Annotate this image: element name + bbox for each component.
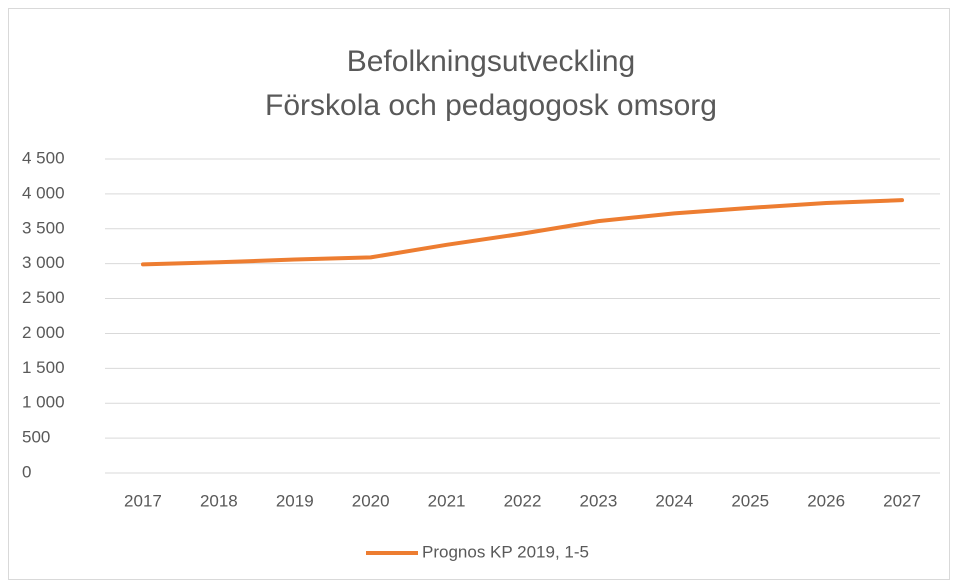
x-tick-label: 2024 (655, 491, 693, 510)
x-tick-label: 2019 (276, 491, 314, 510)
x-tick-label: 2022 (504, 491, 542, 510)
x-tick-label: 2017 (124, 491, 162, 510)
x-tick-label: 2020 (352, 491, 390, 510)
chart-border (8, 8, 950, 580)
y-tick-label: 3 000 (22, 253, 65, 272)
chart-title: Befolkningsutveckling (347, 45, 636, 78)
x-tick-label: 2025 (731, 491, 769, 510)
y-tick-label: 2 500 (22, 288, 65, 307)
y-tick-label: 4 500 (22, 148, 65, 167)
x-tick-label: 2018 (200, 491, 238, 510)
y-tick-label: 4 000 (22, 183, 65, 202)
y-tick-label: 1 500 (22, 358, 65, 377)
y-tick-label: 1 000 (22, 393, 65, 412)
x-tick-label: 2021 (428, 491, 466, 510)
y-tick-label: 500 (22, 428, 50, 447)
y-tick-label: 3 500 (22, 218, 65, 237)
y-tick-label: 0 (22, 462, 31, 481)
y-tick-label: 2 000 (22, 323, 65, 342)
chart-subtitle: Förskola och pedagogosk omsorg (265, 89, 717, 122)
x-tick-label: 2023 (579, 491, 617, 510)
x-tick-label: 2026 (807, 491, 845, 510)
x-tick-label: 2027 (883, 491, 921, 510)
legend-label: Prognos KP 2019, 1-5 (422, 542, 589, 561)
line (140, 198, 905, 267)
